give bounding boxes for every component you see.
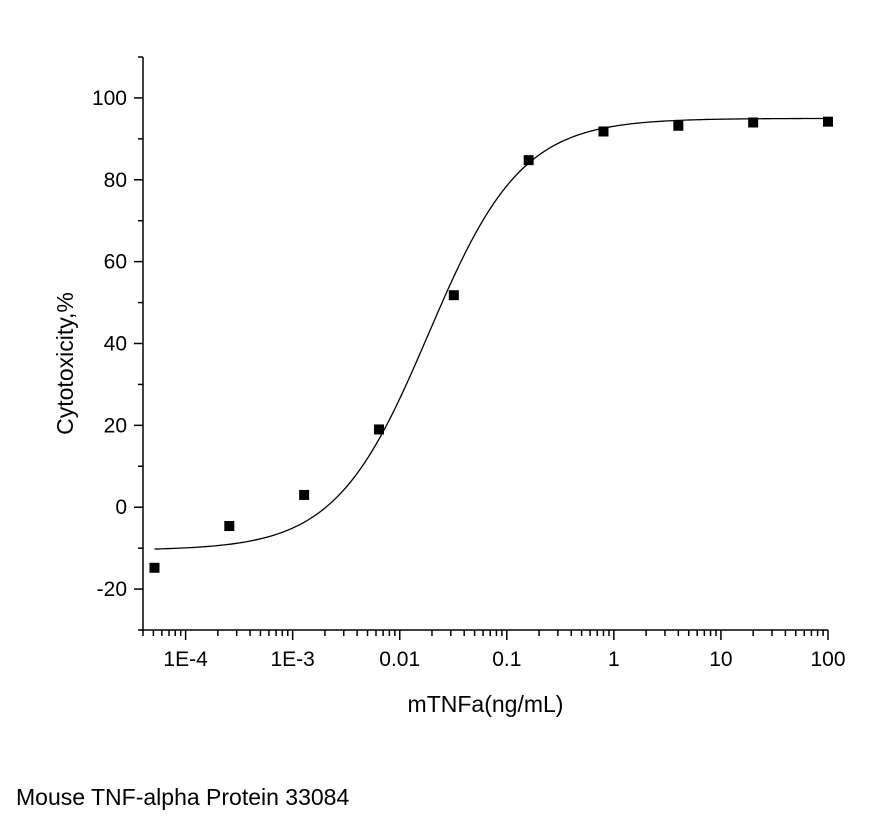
data-point [299,489,310,500]
points-layer [149,116,833,573]
data-point [224,521,235,532]
y-tick-label: 60 [104,251,127,274]
x-tick-label: 1 [608,648,620,671]
y-axis-title: Cytotoxicity,% [52,292,78,435]
x-tick-label: 1E-4 [163,648,208,671]
axes [134,56,829,640]
y-tick-label: 0 [115,496,127,519]
x-tick-label: 10 [709,648,732,671]
y-tick-label: 100 [92,87,127,110]
y-tick-label: 20 [104,414,127,437]
data-point [673,120,684,131]
data-point [149,562,160,573]
data-point [823,116,833,127]
x-axis-title: mTNFa(ng/mL) [408,691,564,717]
fit-layer [154,117,829,550]
x-tick-label: 0.1 [492,648,521,671]
fit-curve [154,117,829,550]
y-tick-label: -20 [97,578,127,601]
figure-caption: Mouse TNF-alpha Protein 33084 [16,784,350,810]
data-point [448,290,459,301]
y-tick-label: 80 [104,169,127,192]
x-tick-label: 100 [810,648,845,671]
data-point [523,155,534,166]
data-point [598,126,609,137]
y-tick-label: 40 [104,333,127,356]
x-tick-label: 0.01 [379,648,420,671]
labels-layer: -20 0 20 40 60 80 100 1E-4 1E-3 0.01 0.1 1 10 100 mTNF… [52,87,846,717]
data-point [748,117,759,128]
data-point [373,424,384,435]
x-tick-label: 1E-3 [270,648,314,671]
